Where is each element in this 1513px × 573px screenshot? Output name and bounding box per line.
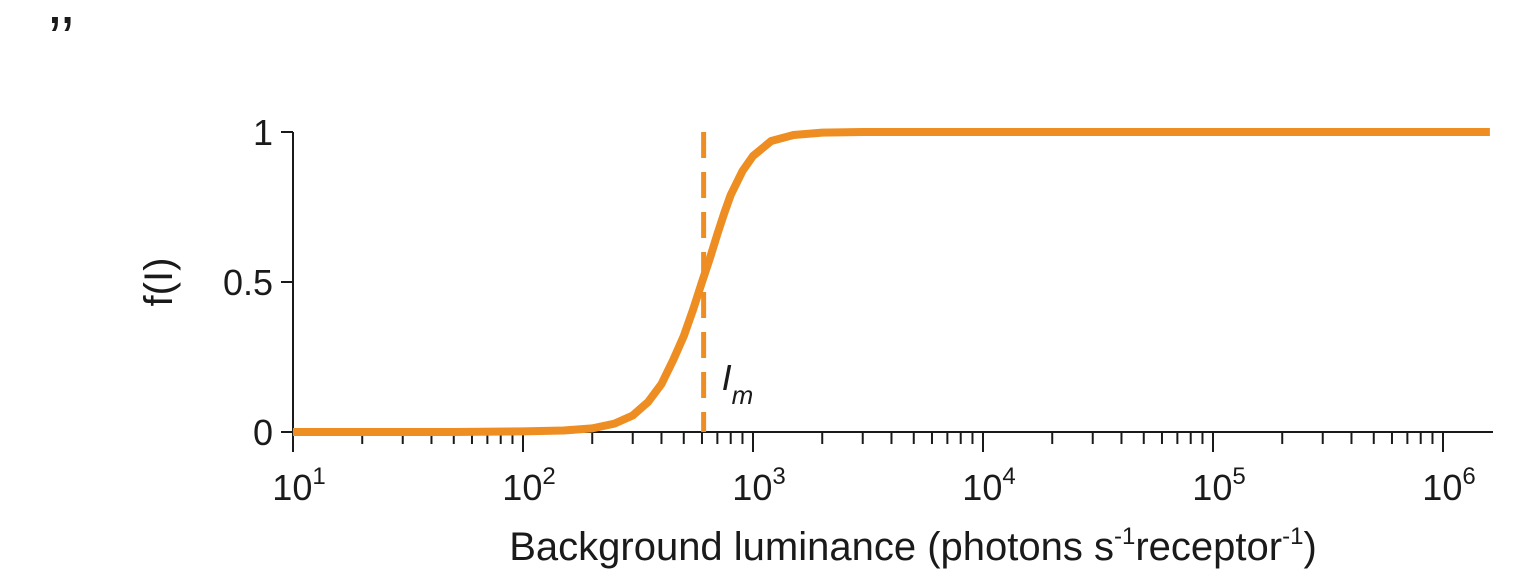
corner-quote-mark: ’’ <box>48 5 74 74</box>
x-axis-title-sup2: -1 <box>1282 523 1303 550</box>
x-tick-label-base: 10 <box>732 467 772 508</box>
x-tick-label-base: 10 <box>962 467 1002 508</box>
annotation-layer: Im <box>701 132 754 432</box>
im-label-main: I <box>722 357 732 398</box>
series-line <box>293 128 1490 436</box>
x-tick-label: 106 <box>1422 463 1475 508</box>
x-tick-label-base: 10 <box>1422 467 1462 508</box>
x-tick-label: 102 <box>502 463 555 508</box>
x-tick-label-exponent: 5 <box>1232 463 1245 490</box>
x-tick-label-exponent: 4 <box>1002 463 1015 490</box>
y-tick-label: 1 <box>253 112 273 153</box>
x-tick-label-base: 10 <box>1192 467 1232 508</box>
x-tick-label-base: 10 <box>272 467 312 508</box>
x-tick-label: 101 <box>272 463 325 508</box>
im-label-subscript: m <box>732 380 754 410</box>
x-tick-label-exponent: 2 <box>542 463 555 490</box>
im-label: Im <box>722 357 754 410</box>
y-axis-title: f(I) <box>137 258 181 307</box>
x-tick-label-base: 10 <box>502 467 542 508</box>
x-tick-label: 103 <box>732 463 785 508</box>
x-axis-title-mid: receptor <box>1135 525 1282 569</box>
x-axis-title: Background luminance (photons s-1recepto… <box>509 523 1317 569</box>
y-tick-label: 0 <box>253 412 273 453</box>
y-tick-label: 0.5 <box>223 262 273 303</box>
x-tick-label-exponent: 3 <box>772 463 785 490</box>
series-layer <box>293 128 1490 436</box>
x-axis-title-pre: Background luminance (photons s <box>509 525 1114 569</box>
x-tick-label: 105 <box>1192 463 1245 508</box>
x-tick-label: 104 <box>962 463 1015 508</box>
x-axis-title-post: ) <box>1303 525 1316 569</box>
y-axis-ticks: 00.51 <box>223 112 293 453</box>
x-tick-label-exponent: 6 <box>1462 463 1475 490</box>
x-tick-label-exponent: 1 <box>312 463 325 490</box>
x-axis-title-sup1: -1 <box>1114 523 1135 550</box>
x-axis-ticks: 101 102 103 104 105 106 <box>272 432 1476 508</box>
axes <box>292 132 1493 433</box>
